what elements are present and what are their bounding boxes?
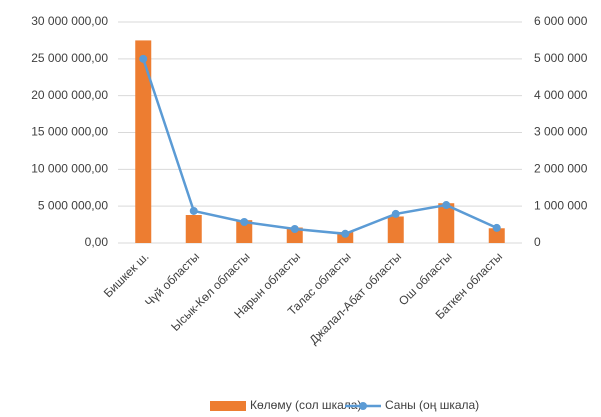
y2ticks-label: 1 000 000 — [534, 198, 588, 212]
bar — [236, 220, 253, 243]
line-marker — [341, 229, 350, 238]
line-marker — [492, 223, 501, 232]
y2ticks-label: 2 000 000 — [534, 162, 588, 176]
line-marker — [290, 225, 299, 234]
bar — [387, 216, 404, 243]
yticks-label: 15 000 000,00 — [31, 125, 108, 139]
bar — [185, 215, 202, 243]
legend-label: Көлөму (сол шкала) — [250, 398, 361, 412]
y2ticks-label: 4 000 000 — [534, 88, 588, 102]
yticks-label: 0,00 — [85, 235, 109, 249]
bar — [488, 228, 505, 243]
line-marker — [240, 218, 249, 227]
bar — [438, 203, 455, 243]
legend-label: Саны (оң шкала) — [385, 398, 479, 412]
legend-swatch — [210, 401, 246, 411]
line-marker — [391, 209, 400, 218]
x-tick-label: Бишкек ш. — [101, 249, 152, 300]
x-tick-label: Джалал-Абат областы — [306, 249, 404, 347]
bar — [135, 40, 152, 243]
y2ticks-label: 0 — [534, 235, 541, 249]
yticks-label: 30 000 000,00 — [31, 14, 108, 28]
yticks-label: 20 000 000,00 — [31, 88, 108, 102]
y2ticks-label: 5 000 000 — [534, 51, 588, 65]
yticks-label: 5 000 000,00 — [38, 198, 108, 212]
yticks-label: 25 000 000,00 — [31, 51, 108, 65]
yticks-label: 10 000 000,00 — [31, 162, 108, 176]
line — [142, 58, 498, 236]
line-marker — [189, 206, 198, 215]
line-marker — [139, 54, 148, 63]
y2ticks-label: 3 000 000 — [534, 125, 588, 139]
legend-swatch — [359, 402, 367, 410]
line-marker — [442, 201, 451, 210]
y2ticks-label: 6 000 000 — [534, 14, 588, 28]
bar — [286, 227, 303, 243]
